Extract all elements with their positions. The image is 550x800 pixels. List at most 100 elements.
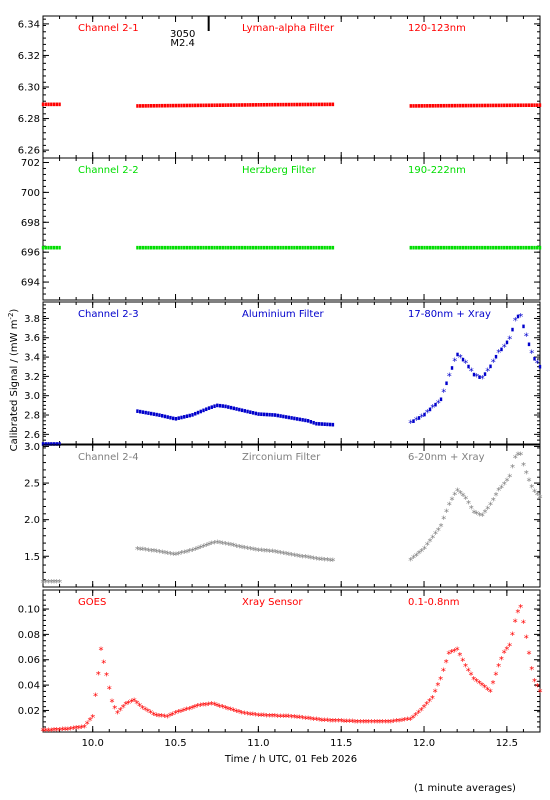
data-point: [489, 103, 492, 108]
data-point: [533, 356, 536, 361]
flare-marker-label-1: 3050: [170, 29, 195, 40]
data-point: *: [532, 677, 537, 688]
data-point: *: [430, 403, 435, 414]
data-point: [536, 103, 539, 107]
y-tick-label-ch1-0: 6.26: [18, 146, 40, 157]
data-point: *: [295, 552, 300, 563]
data-point: *: [297, 552, 302, 563]
data-point: *: [518, 451, 523, 462]
data-point: [180, 103, 183, 108]
data-point: *: [468, 671, 473, 682]
data-point: [464, 103, 467, 108]
data-point: *: [286, 550, 291, 561]
data-point: [177, 416, 180, 420]
data-point: [177, 245, 180, 250]
data-point: [304, 102, 307, 107]
data-point: [478, 245, 481, 250]
data-point: [169, 415, 172, 420]
data-point: [238, 245, 241, 250]
data-point: *: [234, 707, 239, 718]
data-point: [41, 245, 45, 250]
data-point: *: [410, 713, 415, 724]
panel-ch3: 2.6 2.8 3.0 3.2 3.4 3.6 3.8 Channel 2-3 Aluminiu…: [24, 301, 542, 446]
data-point: *: [311, 555, 316, 566]
data-point: [172, 103, 175, 108]
data-point: [238, 103, 241, 107]
data-point: *: [273, 548, 278, 559]
data-point: *: [504, 645, 509, 656]
data-point: [417, 416, 421, 420]
data-point: [183, 415, 186, 419]
data-point: [483, 245, 487, 250]
data-point: [180, 415, 183, 420]
data-point: *: [427, 697, 432, 708]
data-point: *: [138, 545, 143, 556]
data-point: [472, 372, 476, 377]
data-point: [483, 372, 487, 376]
data-point: [47, 102, 50, 107]
data-point: *: [181, 706, 186, 717]
data-point: [295, 102, 299, 107]
panels-layer: 6.26 6.28 6.30 6.32 6.34 Channel 2-1 Lyman-alp…: [18, 15, 543, 738]
data-point: *: [256, 712, 261, 723]
data-point: *: [248, 545, 253, 556]
data-point: [199, 409, 202, 414]
data-point: [431, 245, 434, 250]
data-point: [326, 102, 329, 107]
data-point: [55, 442, 59, 446]
data-point: [323, 102, 326, 107]
data-point: *: [286, 713, 291, 724]
data-point: *: [507, 641, 512, 652]
data-point: [472, 103, 476, 108]
data-point: [229, 103, 233, 107]
data-point: [287, 102, 291, 107]
data-point: [428, 104, 432, 108]
data-point: *: [466, 666, 471, 677]
data-point: *: [502, 649, 507, 660]
data-point: [536, 245, 539, 250]
data-point: [290, 416, 293, 420]
data-point: [213, 103, 216, 108]
data-point: [196, 103, 200, 108]
data-point: [47, 442, 50, 446]
data-point: *: [450, 495, 455, 506]
data-point: [158, 413, 161, 417]
y-tick-label-ch1-3: 6.32: [18, 51, 40, 62]
data-point: *: [134, 699, 139, 710]
data-point: [152, 103, 156, 108]
data-point: *: [485, 685, 490, 696]
data-point: [271, 413, 274, 417]
data-point: *: [248, 710, 253, 721]
data-point: *: [535, 682, 540, 693]
data-point: [227, 245, 230, 250]
panel-goes: 0.02 0.04 0.06 0.08 0.10 GOES Xray Sensor 0.1-0…: [18, 589, 543, 738]
data-point: [464, 245, 467, 250]
data-point: [174, 103, 178, 108]
data-point: *: [275, 548, 280, 559]
data-point: [149, 411, 153, 416]
data-point: [243, 245, 247, 250]
data-point: [246, 409, 249, 414]
data-point: [265, 102, 269, 107]
x-axis-title: Time / h UTC, 01 Feb 2026: [224, 754, 357, 765]
data-point: *: [513, 618, 518, 629]
data-point: [511, 103, 514, 108]
data-point: [257, 103, 260, 107]
data-point: *: [358, 718, 363, 729]
data-point: *: [341, 717, 346, 728]
x-tick-label-3: 11.5: [330, 738, 352, 749]
data-point: [224, 103, 227, 107]
data-point: [315, 245, 318, 250]
data-point: *: [513, 453, 518, 464]
data-point: [453, 103, 456, 108]
data-point: *: [173, 551, 178, 562]
data-point: [141, 104, 145, 108]
data-point: [323, 422, 326, 426]
data-point: *: [46, 578, 51, 589]
data-point: *: [148, 709, 153, 720]
data-point: [265, 412, 269, 417]
y-tick-label-ch1-4: 6.34: [18, 19, 40, 30]
data-point: *: [90, 713, 95, 724]
series-goes: ****************************************…: [41, 603, 543, 738]
data-point: [262, 245, 266, 250]
